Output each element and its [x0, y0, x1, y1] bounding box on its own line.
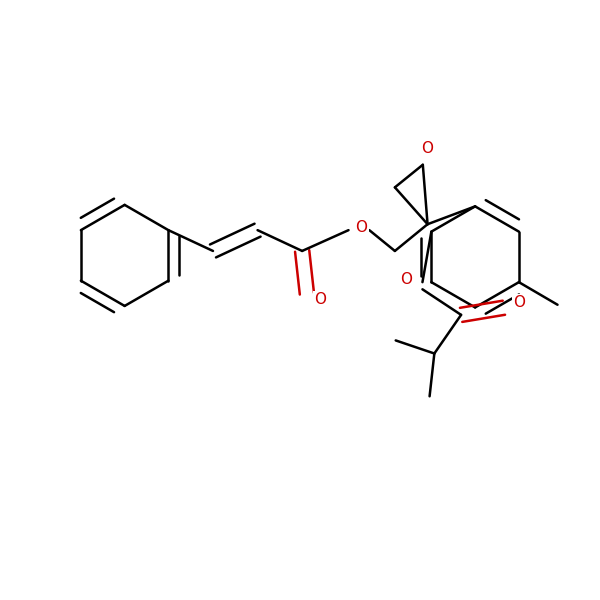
Text: O: O [513, 295, 525, 310]
Text: O: O [356, 220, 368, 235]
Text: O: O [314, 292, 326, 307]
Text: O: O [422, 140, 434, 155]
Text: O: O [400, 272, 412, 287]
